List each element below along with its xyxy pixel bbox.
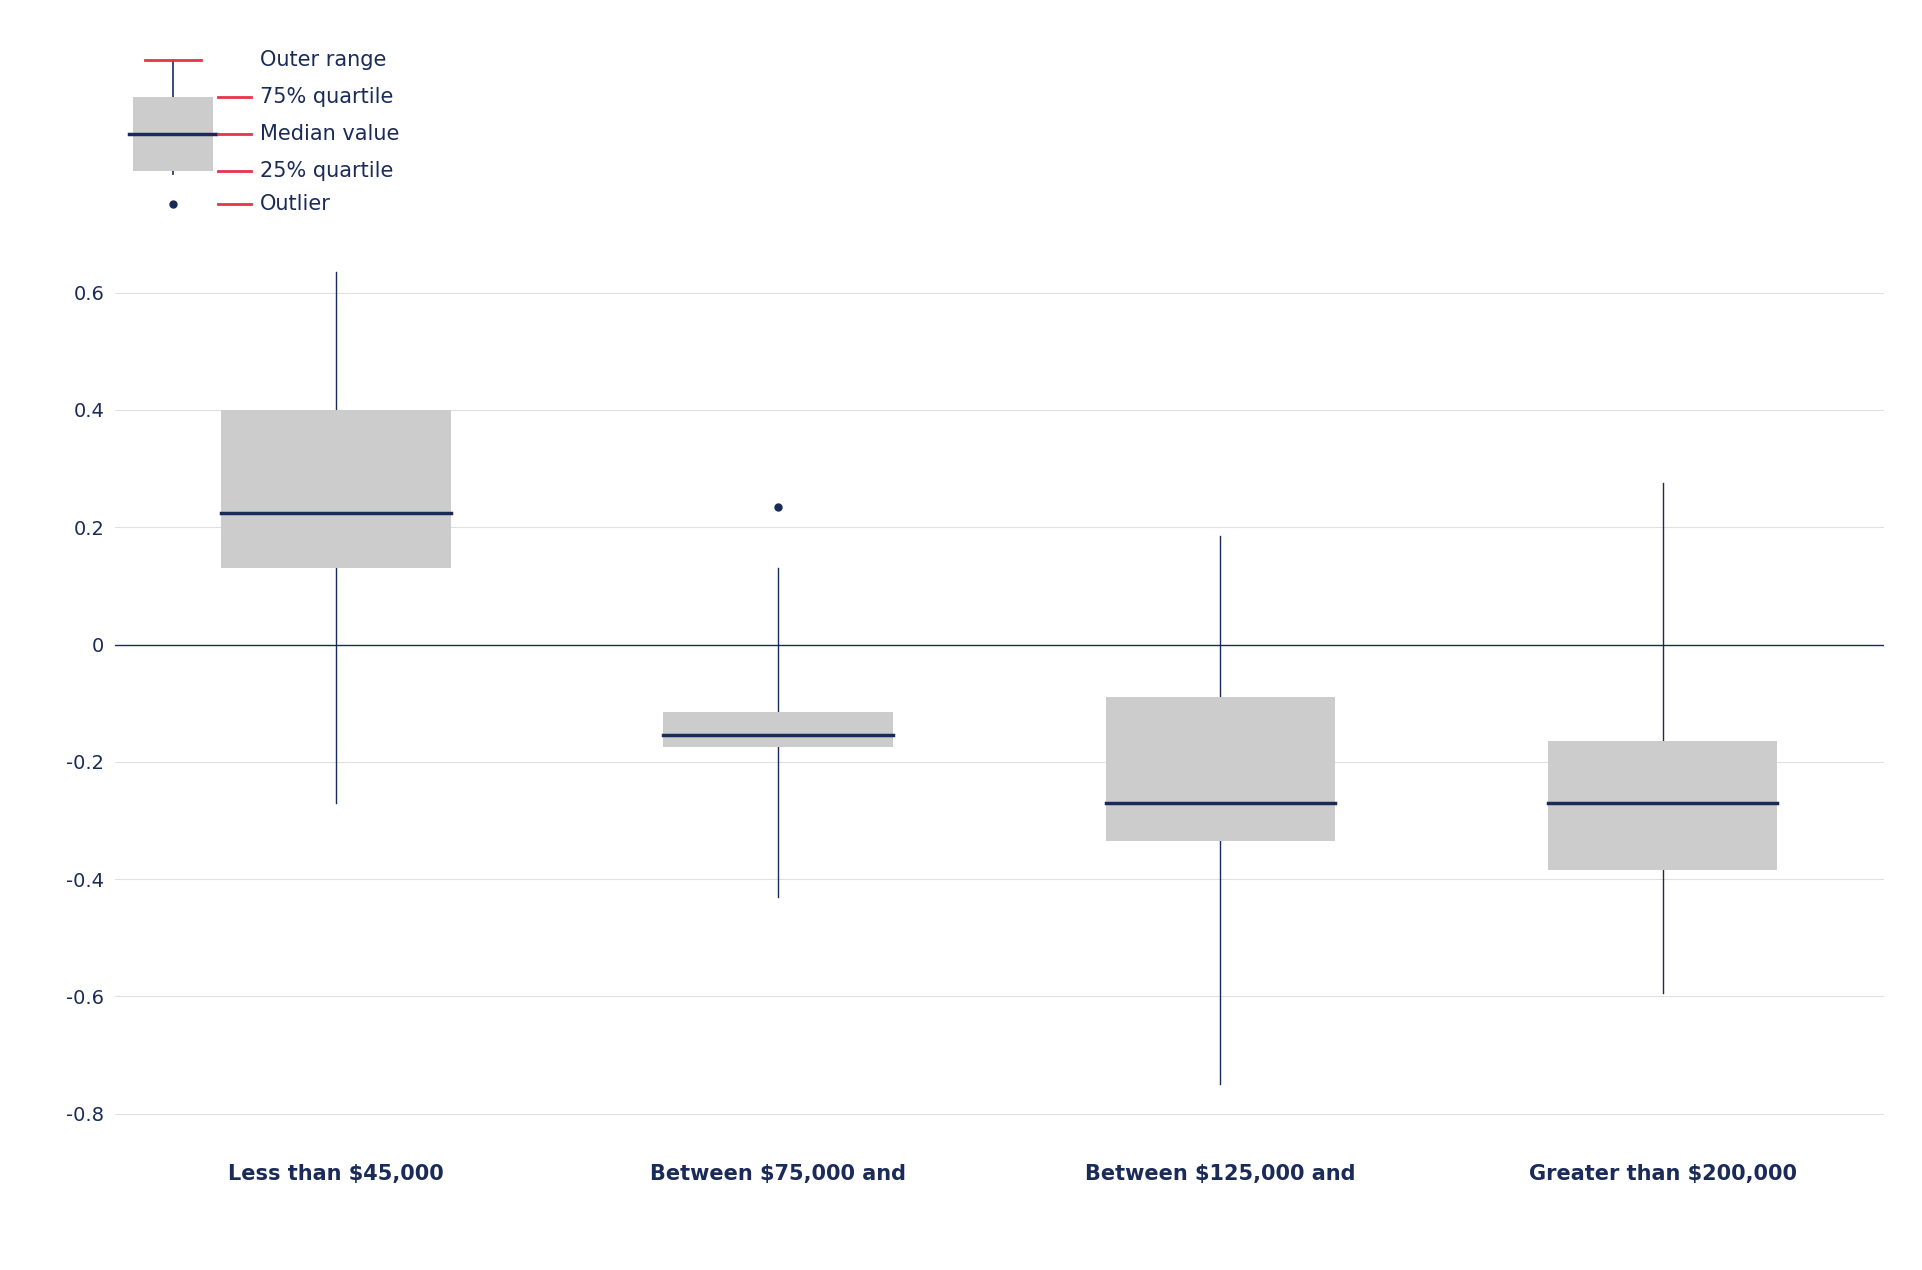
- Text: Outer range: Outer range: [259, 51, 386, 70]
- Bar: [1547, 742, 1778, 870]
- Bar: [133, 97, 213, 170]
- Bar: [663, 712, 894, 747]
- Bar: [221, 410, 452, 568]
- Bar: [1105, 697, 1336, 841]
- Text: Median value: Median value: [259, 124, 400, 144]
- Text: 75% quartile: 75% quartile: [259, 88, 394, 107]
- Text: 25% quartile: 25% quartile: [259, 161, 394, 180]
- Text: 0.8 correlation coefficient: 0.8 correlation coefficient: [115, 231, 382, 251]
- Text: Outlier: Outlier: [259, 194, 331, 213]
